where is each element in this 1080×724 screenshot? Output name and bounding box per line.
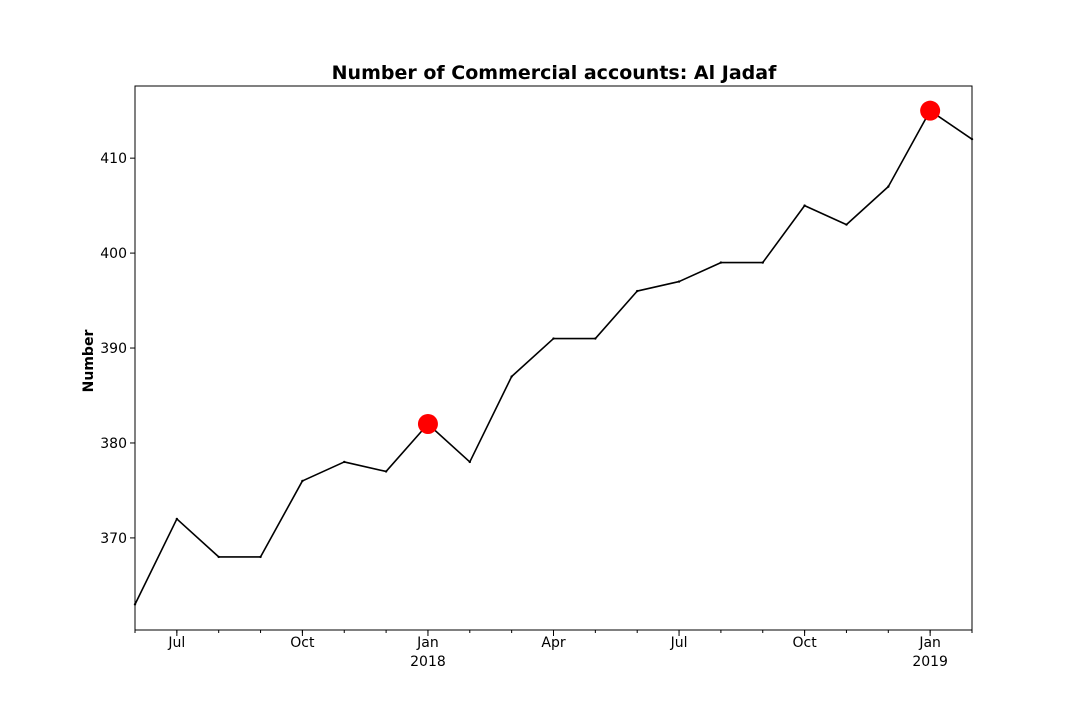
highlight-marker — [417, 413, 438, 434]
data-point — [677, 280, 681, 283]
x-tick-label: Jan — [918, 635, 941, 651]
data-point — [510, 375, 513, 378]
plot-area: 370 380 390 400 410 Jul Oct Jan 2018 Apr Jul Oct Jan… — [100, 85, 974, 670]
y-tick-label: 380 — [100, 436, 127, 452]
y-tick-label: 400 — [100, 246, 127, 262]
data-point — [887, 185, 890, 188]
data-point — [719, 261, 723, 264]
data-point — [259, 555, 262, 559]
y-tick-label: 410 — [100, 151, 127, 167]
x-tick-label: Apr — [541, 635, 565, 651]
x-tick-label: Oct — [290, 635, 315, 651]
series-line — [134, 109, 973, 605]
y-axis-label: Number — [81, 330, 97, 393]
data-point — [594, 337, 597, 340]
data-point — [970, 137, 974, 141]
data-point — [636, 289, 639, 293]
data-point — [552, 337, 555, 340]
x-tick-label: Jul — [670, 635, 688, 651]
y-tick-label: 370 — [100, 531, 127, 547]
x-tick-label: Jul — [167, 635, 185, 651]
data-point — [845, 223, 848, 226]
data-point — [301, 479, 304, 483]
x-tick-label: Jan — [416, 635, 439, 651]
data-point — [468, 460, 471, 464]
highlight-marker — [920, 100, 941, 121]
chart-title: Number of Commercial accounts: Al Jadaf — [332, 62, 777, 84]
y-tick-label: 390 — [100, 341, 127, 357]
data-point — [133, 603, 137, 606]
data-point — [803, 204, 806, 207]
data-point — [343, 460, 346, 464]
x-tick-label: Oct — [792, 635, 817, 651]
plot-frame — [134, 85, 973, 631]
data-point — [761, 261, 764, 264]
data-point — [384, 470, 388, 473]
x-tick-year-label: 2019 — [912, 654, 948, 670]
data-point — [217, 555, 220, 559]
data-point — [175, 517, 179, 521]
x-tick-year-label: 2018 — [410, 654, 446, 670]
